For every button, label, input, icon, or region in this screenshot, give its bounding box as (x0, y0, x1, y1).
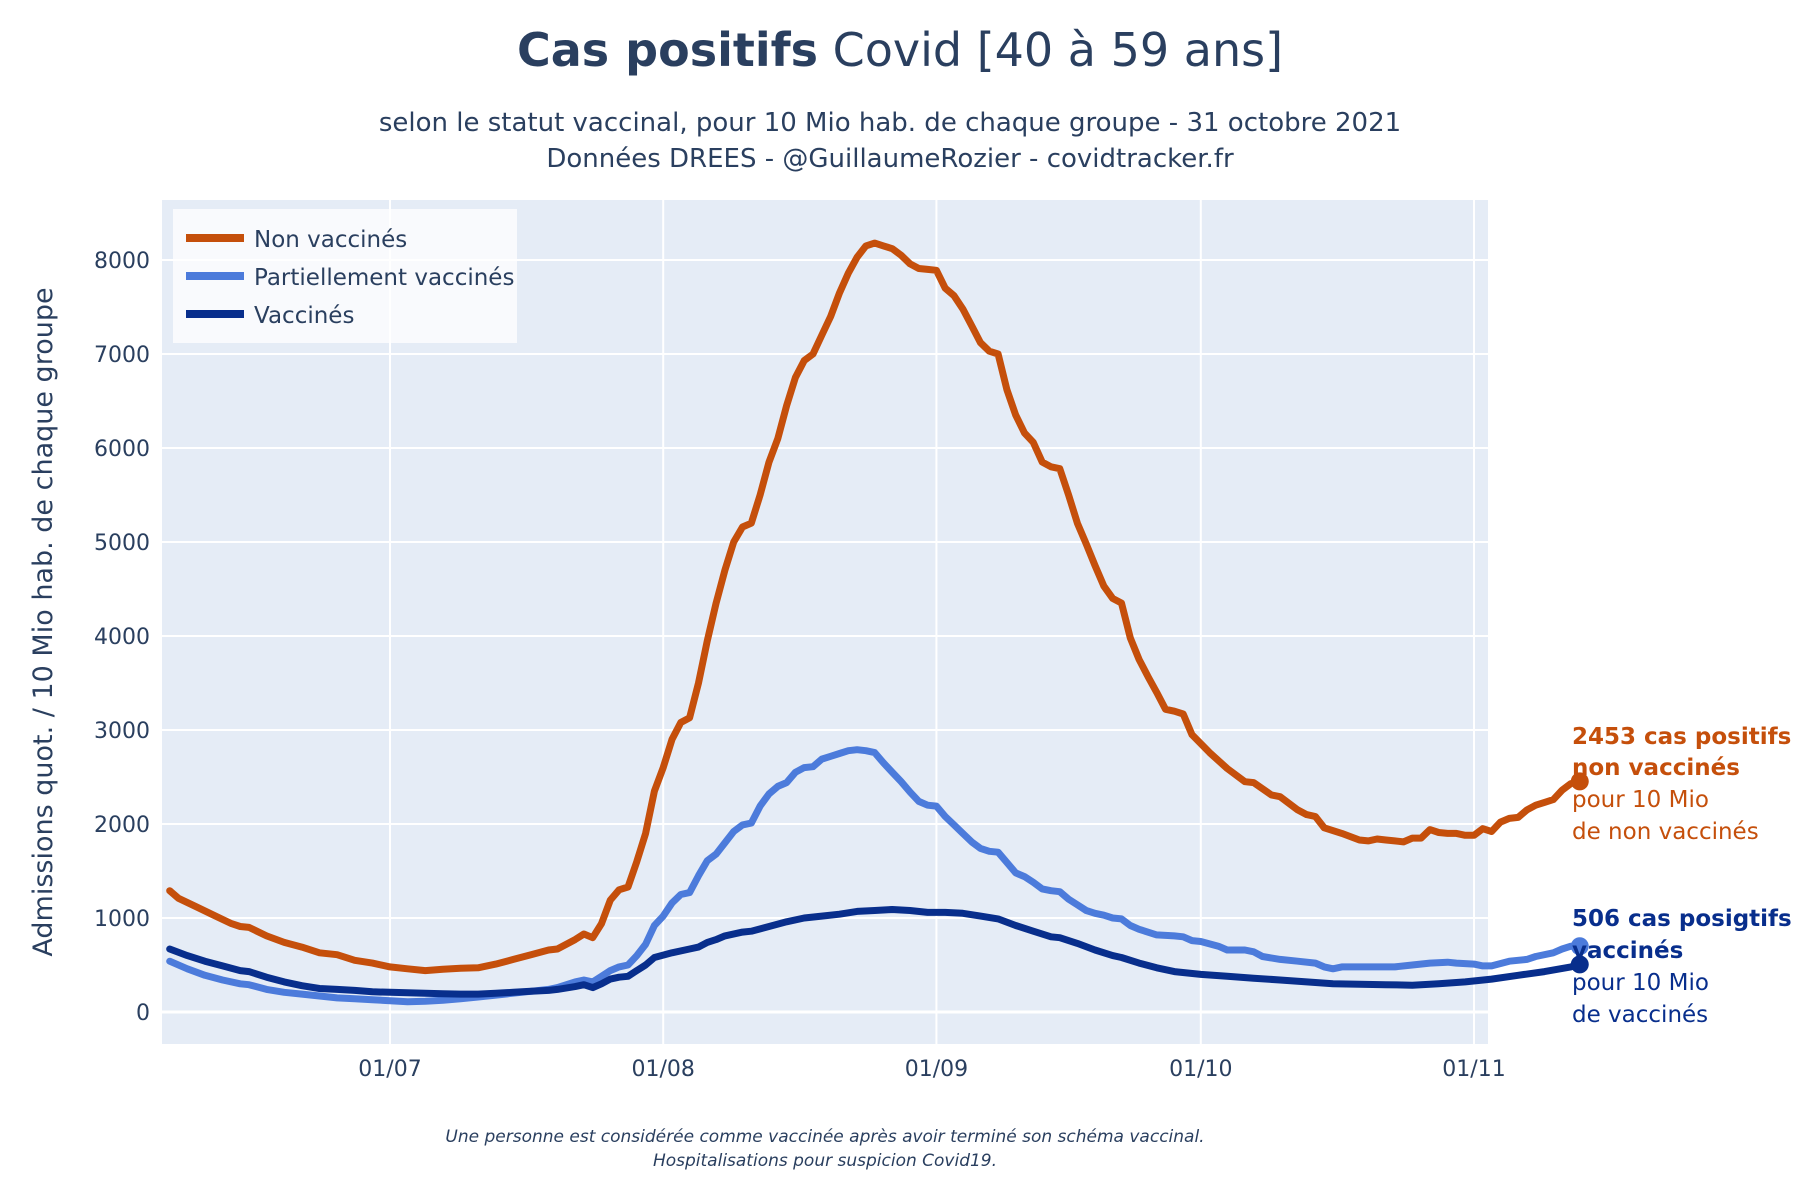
series-line-2 (166, 906, 1584, 998)
y-tick-label: 2000 (94, 813, 150, 838)
y-tick-label: 4000 (94, 625, 150, 650)
footnote-line1: Une personne est considérée comme vaccin… (445, 1127, 1204, 1147)
chart-title-bold: Cas positifs (517, 23, 818, 77)
series-end-marker-1 (1570, 937, 1589, 956)
y-axis-title: Admissions quot. / 10 Mio hab. de chaque… (28, 287, 59, 956)
x-tick-label: 01/11 (1442, 1057, 1505, 1082)
legend-label-vaccines: Vaccinés (254, 303, 354, 329)
y-tick-label: 5000 (94, 531, 150, 556)
chart-title-rest: Covid [40 à 59 ans] (818, 23, 1283, 77)
x-tick-label: 01/09 (905, 1057, 968, 1082)
annotation-vaccines: 506 cas posigtifs vaccinés pour 10 Mio d… (1572, 906, 1792, 1028)
x-tick-label: 01/08 (632, 1057, 695, 1082)
y-axis-ticks: 0 1000 2000 3000 4000 5000 6000 7000 8000 (94, 249, 150, 1026)
y-tick-label: 6000 (94, 437, 150, 462)
series-line-0 (166, 239, 1584, 975)
annotation-non-vaccines: 2453 cas positifs non vaccinés pour 10 M… (1572, 724, 1791, 845)
x-tick-label: 01/10 (1169, 1057, 1232, 1082)
annotation-vaccines-line2: vaccinés (1572, 938, 1683, 964)
y-tick-label: 8000 (94, 249, 150, 274)
legend: Non vaccinés Partiellement vaccinés Vacc… (173, 209, 517, 343)
y-tick-label: 7000 (94, 343, 150, 368)
y-tick-label: 0 (136, 1001, 150, 1026)
series-end-marker-0 (1570, 772, 1589, 791)
x-axis-ticks: 01/07 01/08 01/09 01/10 01/11 (358, 1057, 1505, 1082)
annotation-vaccines-line3: pour 10 Mio (1572, 970, 1709, 996)
annotation-non-vaccines-line4: de non vaccinés (1572, 819, 1759, 845)
annotation-non-vaccines-line1: 2453 cas positifs (1572, 724, 1791, 750)
y-tick-label: 1000 (94, 907, 150, 932)
legend-label-non-vaccines: Non vaccinés (254, 227, 407, 253)
x-tick-label: 01/07 (358, 1057, 421, 1082)
chart-subtitle-line2: Données DREES - @GuillaumeRozier - covid… (546, 144, 1234, 174)
y-tick-label: 3000 (94, 719, 150, 744)
annotation-non-vaccines-line2: non vaccinés (1572, 755, 1740, 781)
chart-subtitle-line1: selon le statut vaccinal, pour 10 Mio ha… (379, 108, 1401, 138)
legend-label-partiellement-vaccines: Partiellement vaccinés (254, 265, 514, 291)
series-group (166, 239, 1589, 1006)
footnote-line2: Hospitalisations pour suspicion Covid19. (653, 1151, 997, 1171)
annotation-non-vaccines-line3: pour 10 Mio (1572, 787, 1709, 813)
chart-title: Cas positifs Covid [40 à 59 ans] (517, 23, 1283, 77)
annotation-vaccines-line4: de vaccinés (1572, 1002, 1708, 1028)
annotation-vaccines-line1: 506 cas posigtifs (1572, 906, 1792, 932)
series-end-marker-2 (1570, 955, 1589, 974)
